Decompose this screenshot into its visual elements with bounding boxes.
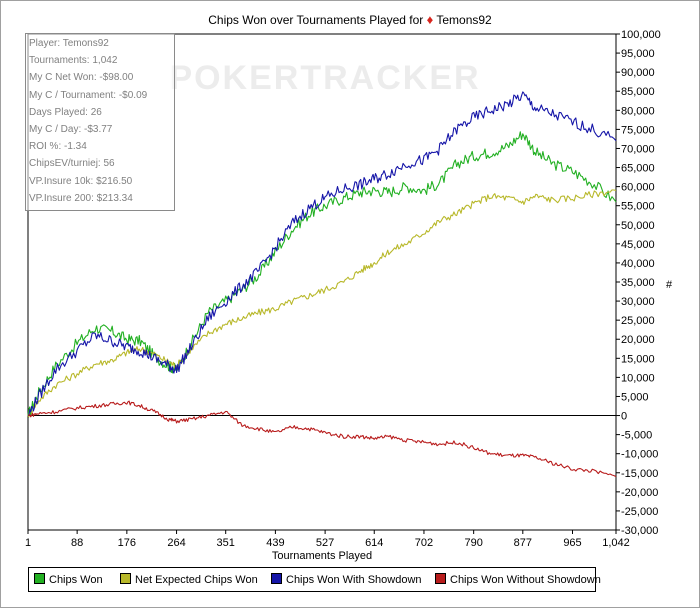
y-tick-label: -20,000 xyxy=(621,487,658,499)
x-tick-label: 1 xyxy=(25,537,31,549)
x-tick-label: 88 xyxy=(71,537,83,549)
stat-line: ROI %: -1.34 xyxy=(29,141,87,153)
stat-line: Tournaments: 1,042 xyxy=(29,55,118,67)
chart-title: Chips Won over Tournaments Played for ♦ … xyxy=(0,12,700,27)
y-tick-label: 5,000 xyxy=(621,391,649,403)
x-tick-label: 527 xyxy=(316,537,334,549)
y-tick-label: 25,000 xyxy=(621,315,655,327)
y-tick-label: 45,000 xyxy=(621,239,655,251)
y-tick-label: 85,000 xyxy=(621,86,655,98)
stat-line: My C Net Won: -$98.00 xyxy=(29,72,134,84)
stat-line: VP.Insure 200: $213.34 xyxy=(29,192,133,204)
x-tick-label: 614 xyxy=(365,537,383,549)
y-tick-label: 55,000 xyxy=(621,201,655,213)
y-tick-label: 30,000 xyxy=(621,296,655,308)
y-tick-label: 15,000 xyxy=(621,353,655,365)
y-tick-label: 65,000 xyxy=(621,163,655,175)
y-tick-label: 70,000 xyxy=(621,143,655,155)
x-tick-label: 176 xyxy=(118,537,136,549)
spade-icon: ♦ xyxy=(426,12,434,27)
chart-legend: Chips Won Net Expected Chips Won Chips Won… xyxy=(28,567,601,592)
legend-item-showdown: Chips Won With Showdown xyxy=(271,573,422,586)
series-line-net_expected xyxy=(27,189,617,418)
y-tick-label: 20,000 xyxy=(621,334,655,346)
stat-line: Days Played: 26 xyxy=(29,106,102,118)
legend-item-chips_won: Chips Won xyxy=(34,573,103,586)
legend-item-net_expected: Net Expected Chips Won xyxy=(120,573,258,586)
legend-label: Chips Won Without Showdown xyxy=(450,574,601,586)
y-tick-label: 100,000 xyxy=(621,29,661,41)
legend-label: Chips Won xyxy=(49,574,103,586)
legend-label: Chips Won With Showdown xyxy=(286,574,422,586)
legend-item-without_showdown: Chips Won Without Showdown xyxy=(435,573,601,586)
x-tick-label: 790 xyxy=(464,537,482,549)
y-axis-label: # xyxy=(666,279,673,291)
x-tick-label: 1,042 xyxy=(602,537,630,549)
chart-title-player: Temons92 xyxy=(436,13,492,27)
stat-line: ChipsEV/turniej: 56 xyxy=(29,158,115,170)
legend-swatch xyxy=(34,573,45,584)
x-tick-label: 439 xyxy=(266,537,284,549)
y-tick-label: 35,000 xyxy=(621,277,655,289)
y-tick-label: -15,000 xyxy=(621,468,658,480)
y-tick-label: 40,000 xyxy=(621,258,655,270)
x-tick-label: 264 xyxy=(167,537,185,549)
x-axis-label: Tournaments Played xyxy=(271,550,373,562)
x-tick-label: 351 xyxy=(217,537,235,549)
legend-swatch xyxy=(120,573,131,584)
x-tick-label: 877 xyxy=(514,537,532,549)
chart-title-text: Chips Won over Tournaments Played for xyxy=(208,13,424,27)
y-tick-label: 10,000 xyxy=(621,372,655,384)
legend-label: Net Expected Chips Won xyxy=(135,574,258,586)
stat-line: Player: Temons92 xyxy=(29,38,109,49)
y-tick-label: 50,000 xyxy=(621,220,655,232)
watermark: POKERTRACKER xyxy=(169,59,480,97)
stat-line: VP.Insure 10k: $216.50 xyxy=(29,175,133,187)
legend-swatch xyxy=(271,573,282,584)
y-tick-label: -25,000 xyxy=(621,506,658,518)
y-tick-label: -10,000 xyxy=(621,449,658,461)
stat-line: My C / Tournament: -$0.09 xyxy=(29,89,148,101)
y-tick-label: 80,000 xyxy=(621,105,655,117)
stats-box: Player: Temons92 Tournaments: 1,042 My C N… xyxy=(25,33,175,211)
legend-swatch xyxy=(435,573,446,584)
series-line-showdown xyxy=(28,91,617,417)
y-tick-label: 60,000 xyxy=(621,182,655,194)
y-tick-label: 95,000 xyxy=(621,48,655,60)
series-line-without_showdown xyxy=(27,400,617,478)
x-tick-label: 702 xyxy=(415,537,433,549)
y-tick-label: -5,000 xyxy=(621,430,652,442)
x-tick-label: 965 xyxy=(563,537,581,549)
y-tick-label: -30,000 xyxy=(621,525,658,537)
y-tick-label: 90,000 xyxy=(621,67,655,79)
y-tick-label: 75,000 xyxy=(621,124,655,136)
series-line-chips_won xyxy=(27,131,617,416)
y-tick-label: 0 xyxy=(621,411,627,423)
stat-line: My C / Day: -$3.77 xyxy=(29,124,113,135)
